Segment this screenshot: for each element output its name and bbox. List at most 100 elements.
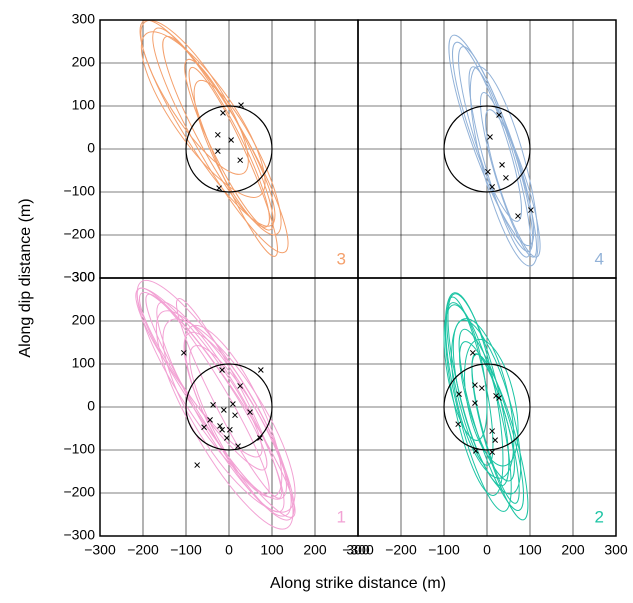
panel [358,20,616,278]
y-tick-label: 200 [72,312,96,328]
x-tick-label: 200 [561,542,585,558]
error-ellipse [469,65,539,267]
event-marker [456,391,462,397]
reference-circle [185,363,273,451]
error-ellipse [485,109,541,258]
event-marker [455,421,462,428]
event-marker [194,462,201,468]
y-tick-label: 0 [87,398,95,414]
event-marker [219,426,225,433]
error-ellipse [459,341,515,482]
event-marker [219,367,225,373]
error-ellipse [445,302,512,512]
event-marker [216,185,222,191]
x-tick-label: 100 [260,542,284,558]
event-marker [207,417,213,423]
error-ellipse [443,304,488,441]
y-tick-label: −200 [63,226,95,242]
event-marker [503,174,509,181]
event-marker [515,213,521,219]
x-tick-label: 300 [346,542,370,558]
event-marker [493,392,499,399]
x-tick-label: 0 [225,542,233,558]
x-tick-label: −100 [170,542,202,558]
y-tick-label: 200 [72,54,96,70]
event-marker [489,449,496,456]
error-ellipse [176,298,282,499]
error-ellipse [451,318,515,479]
y-axis-label: Along dip distance (m) [17,198,34,357]
panel-label: 2 [595,507,604,526]
event-marker [201,424,207,431]
error-ellipse [479,91,538,258]
error-ellipse [464,338,519,467]
x-tick-label: −300 [342,542,374,558]
event-marker [180,349,187,356]
error-ellipse [471,353,529,521]
event-marker [220,407,227,413]
reference-circle [443,363,531,451]
event-marker [217,423,223,429]
error-ellipse [140,20,249,175]
event-marker [489,428,496,434]
error-ellipse [183,331,292,517]
y-tick-label: −100 [63,441,95,457]
event-marker [496,112,502,118]
y-tick-label: −100 [63,183,95,199]
panel-label: 4 [595,249,604,268]
event-marker [238,102,244,108]
y-tick-label: −200 [63,484,95,500]
y-tick-label: 300 [72,11,96,27]
event-marker [232,412,238,419]
x-axis-label: Along strike distance (m) [270,575,446,592]
error-ellipse [448,34,535,247]
event-marker [472,448,479,454]
event-marker [472,382,478,388]
error-ellipse [188,66,278,257]
y-tick-label: −300 [63,527,95,543]
x-tick-label: −300 [84,542,116,558]
error-ellipse [135,287,263,458]
x-tick-label: 0 [483,542,491,558]
event-marker [492,437,499,443]
event-marker [220,110,226,116]
event-marker [210,401,216,408]
reference-circle [185,105,273,193]
event-marker [237,157,244,164]
event-marker [247,409,253,416]
event-marker [469,349,476,356]
event-marker [499,162,505,168]
panel-label: 3 [337,249,346,268]
event-marker [528,207,534,213]
panel-frame [357,277,617,537]
event-marker [230,401,236,407]
event-marker [478,385,485,391]
event-marker [257,435,263,441]
error-ellipse [162,35,270,228]
error-ellipse [162,318,296,513]
y-tick-label: 100 [72,355,96,371]
event-marker [214,131,221,138]
event-marker [235,443,241,449]
panel [100,20,358,278]
x-tick-label: −200 [385,542,417,558]
event-marker [228,137,235,143]
event-marker [227,426,233,433]
x-tick-label: −200 [127,542,159,558]
error-ellipse [155,310,294,530]
y-tick-label: 100 [72,97,96,113]
error-ellipse [152,27,289,254]
x-tick-label: 200 [303,542,327,558]
panel-label: 1 [337,507,346,526]
error-ellipse [140,31,266,198]
event-marker [237,383,244,389]
error-ellipse [156,301,285,513]
event-marker [496,395,502,401]
event-marker [223,435,230,441]
x-tick-label: 100 [518,542,542,558]
y-tick-label: −300 [63,269,95,285]
event-marker [487,134,493,140]
error-ellipse [184,58,274,231]
y-tick-label: 300 [72,269,96,285]
